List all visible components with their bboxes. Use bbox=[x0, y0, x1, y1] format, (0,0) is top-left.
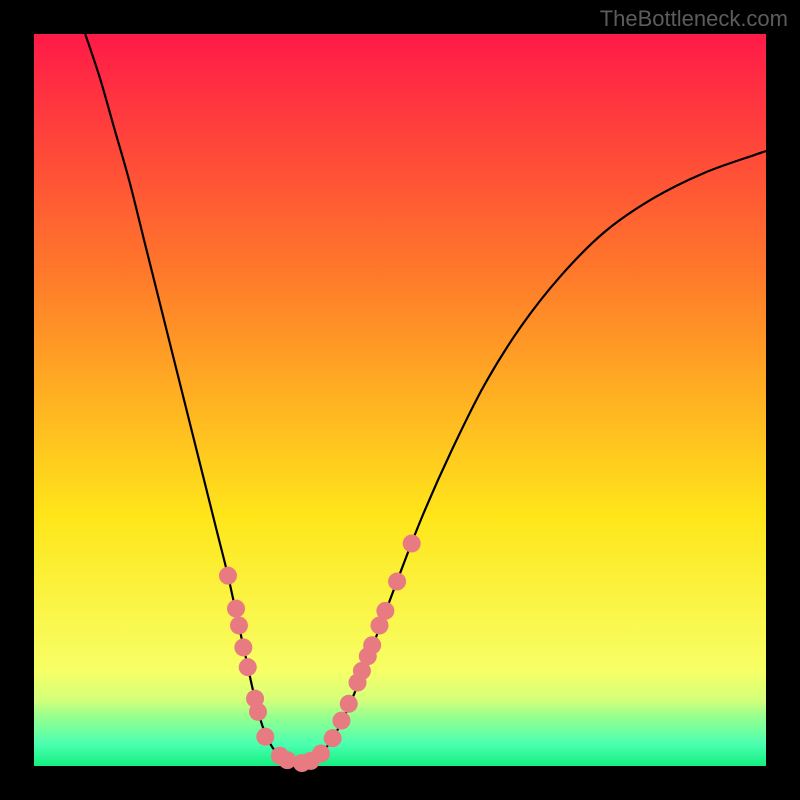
watermark-text: TheBottleneck.com bbox=[600, 6, 788, 32]
chart-stage: TheBottleneck.com bbox=[0, 0, 800, 800]
plot-area bbox=[34, 34, 766, 766]
